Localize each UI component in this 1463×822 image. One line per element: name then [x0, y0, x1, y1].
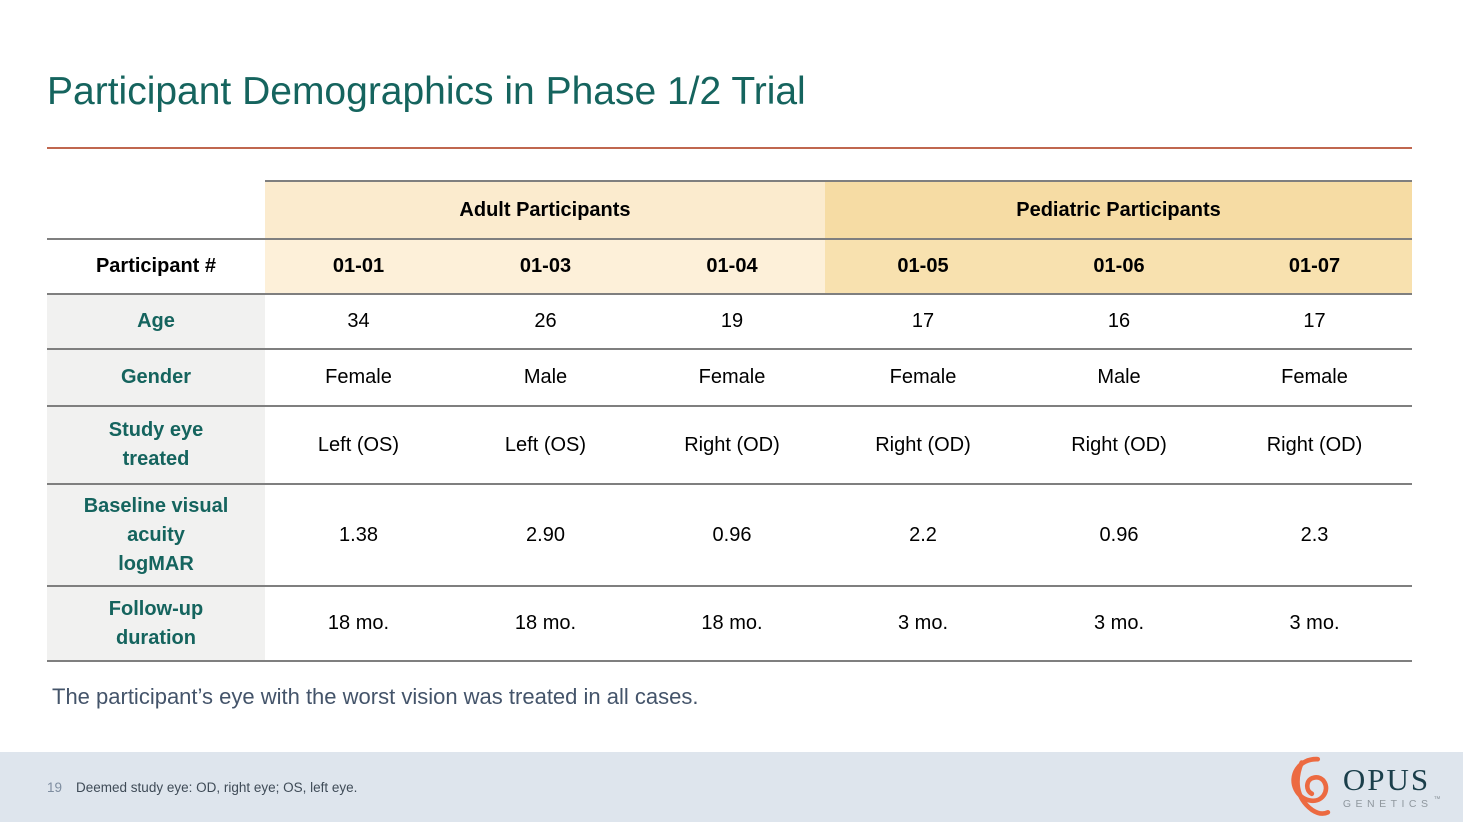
row-header-follow-up: Follow-up duration [47, 585, 265, 662]
table-cell: Female [1217, 348, 1413, 406]
table-cell: 16 [1021, 293, 1217, 349]
table-cell: 3 mo. [825, 585, 1021, 662]
participant-id-cell: 01-06 [1021, 238, 1217, 294]
footer-bar: 19 Deemed study eye: OD, right eye; OS, … [0, 752, 1463, 822]
participant-id-cell: 01-03 [452, 238, 639, 294]
table-cell: 34 [265, 293, 452, 349]
corner-cell [47, 181, 265, 239]
table-cell: 18 mo. [265, 585, 452, 662]
row-header-baseline-acuity: Baseline visual acuity logMAR [47, 483, 265, 586]
table-cell: Male [1021, 348, 1217, 406]
table-cell: 19 [639, 293, 825, 349]
row-header-participant: Participant # [47, 238, 265, 294]
table-cell: 3 mo. [1021, 585, 1217, 662]
logo-text: OPUS GENETICS ™ [1343, 764, 1445, 810]
baseline-acuity-row: Baseline visual acuity logMAR 1.38 2.90 … [47, 483, 1413, 586]
treatment-note: The participant’s eye with the worst vis… [52, 684, 699, 709]
table-cell: Left (OS) [452, 405, 639, 484]
table-cell: 0.96 [1021, 483, 1217, 586]
table-cell: 17 [1217, 293, 1413, 349]
participant-id-cell: 01-04 [639, 238, 825, 294]
age-row: Age 34 26 19 17 16 17 [47, 293, 1413, 349]
group-header-row: Adult Participants Pediatric Participant… [47, 180, 1413, 239]
logo-wordmark: OPUS [1342, 762, 1431, 797]
row-header-gender: Gender [47, 348, 265, 406]
table-cell: 0.96 [639, 483, 825, 586]
table-cell: Right (OD) [1021, 405, 1217, 484]
table-cell: 2.90 [452, 483, 639, 586]
demographics-table: Adult Participants Pediatric Participant… [47, 180, 1413, 662]
table-cell: 2.3 [1217, 483, 1413, 586]
title-underline [47, 147, 1412, 149]
logo-subtext: GENETICS ™ [1342, 796, 1445, 810]
table-cell: Female [639, 348, 825, 406]
participant-id-cell: 01-01 [265, 238, 452, 294]
table-cell: Right (OD) [825, 405, 1021, 484]
table-cell: 26 [452, 293, 639, 349]
table-cell: Left (OS) [265, 405, 452, 484]
table-cell: 2.2 [825, 483, 1021, 586]
table-cell: Right (OD) [1217, 405, 1413, 484]
table-cell: Female [265, 348, 452, 406]
row-header-study-eye: Study eye treated [47, 405, 265, 484]
table-cell: Female [825, 348, 1021, 406]
participant-id-cell: 01-07 [1217, 238, 1413, 294]
study-eye-row: Study eye treated Left (OS) Left (OS) Ri… [47, 405, 1413, 484]
table-cell: Right (OD) [639, 405, 825, 484]
logo-trademark: ™ [1433, 796, 1445, 803]
table-cell: Male [452, 348, 639, 406]
page-number: 19 [47, 779, 63, 795]
follow-up-row: Follow-up duration 18 mo. 18 mo. 18 mo. … [47, 585, 1413, 662]
page-title: Participant Demographics in Phase 1/2 Tr… [47, 70, 806, 113]
opus-swirl-icon [1291, 756, 1331, 816]
group-header-adult: Adult Participants [265, 180, 825, 239]
footer-note: Deemed study eye: OD, right eye; OS, lef… [76, 779, 358, 795]
table-cell: 17 [825, 293, 1021, 349]
group-header-pediatric: Pediatric Participants [825, 180, 1413, 239]
table-cell: 3 mo. [1217, 585, 1413, 662]
table-cell: 18 mo. [639, 585, 825, 662]
row-header-age: Age [47, 293, 265, 349]
logo-subtext-label: GENETICS [1342, 798, 1433, 810]
gender-row: Gender Female Male Female Female Male Fe… [47, 348, 1413, 406]
participant-id-cell: 01-05 [825, 238, 1021, 294]
table-cell: 18 mo. [452, 585, 639, 662]
table-cell: 1.38 [265, 483, 452, 586]
participant-number-row: Participant # 01-01 01-03 01-04 01-05 01… [47, 238, 1413, 294]
opus-genetics-logo: OPUS GENETICS ™ [1284, 754, 1445, 820]
